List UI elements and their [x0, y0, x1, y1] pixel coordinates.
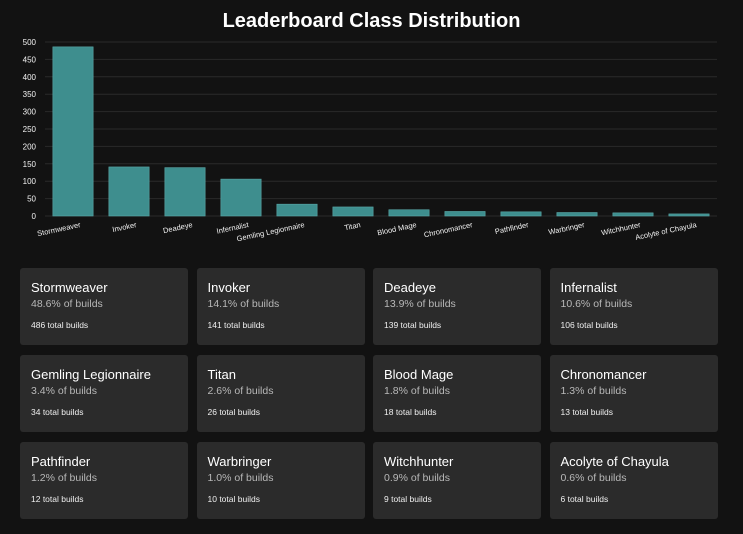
card-percentage: 3.4% of builds [31, 385, 97, 397]
bar[interactable] [556, 212, 598, 217]
class-card[interactable]: Deadeye 13.9% of builds 139 total builds [373, 268, 541, 345]
card-total-builds: 12 total builds [31, 494, 84, 504]
class-card[interactable]: Blood Mage 1.8% of builds 18 total build… [373, 355, 541, 432]
card-percentage: 2.6% of builds [207, 385, 274, 397]
bar-chart: 0 50 100 150 200 250 300 350 400 450 500 Stormweave… [23, 38, 717, 243]
bar[interactable] [612, 212, 654, 217]
y-tick-label: 350 [23, 90, 37, 99]
bar[interactable] [668, 213, 710, 217]
x-tick-label: Chronomancer [423, 220, 474, 239]
card-total-builds: 18 total builds [384, 407, 437, 417]
card-class-name: Blood Mage [384, 367, 454, 382]
class-card[interactable]: Infernalist 10.6% of builds 106 total bu… [549, 268, 718, 345]
class-card[interactable]: Titan 2.6% of builds 26 total builds [196, 355, 365, 432]
x-tick-label: Blood Mage [376, 220, 417, 237]
x-tick-label: Acolyte of Chayula [634, 220, 698, 242]
bar[interactable] [500, 211, 542, 217]
card-total-builds: 13 total builds [560, 407, 613, 417]
class-card[interactable]: Witchhunter 0.9% of builds 9 total build… [373, 442, 541, 519]
class-card[interactable]: Warbringer 1.0% of builds 10 total build… [196, 442, 365, 519]
class-card[interactable]: Pathfinder 1.2% of builds 12 total build… [20, 442, 188, 519]
bar[interactable] [388, 209, 430, 217]
y-tick-label: 50 [27, 195, 36, 204]
card-class-name: Gemling Legionnaire [31, 367, 151, 382]
y-tick-label: 0 [32, 212, 37, 221]
card-class-name: Acolyte of Chayula [560, 454, 669, 469]
card-percentage: 13.9% of builds [384, 298, 456, 310]
class-card[interactable]: Acolyte of Chayula 0.6% of builds 6 tota… [549, 442, 718, 519]
class-card[interactable]: Stormweaver 48.6% of builds 486 total bu… [20, 268, 188, 345]
class-card[interactable]: Chronomancer 1.3% of builds 13 total bui… [549, 355, 718, 432]
card-percentage: 1.0% of builds [207, 472, 274, 484]
card-total-builds: 34 total builds [31, 407, 84, 417]
card-class-name: Pathfinder [31, 454, 91, 469]
bar[interactable] [164, 167, 206, 217]
y-tick-label: 100 [23, 177, 37, 186]
card-percentage: 0.6% of builds [560, 472, 627, 484]
card-total-builds: 10 total builds [207, 494, 260, 504]
class-card[interactable]: Gemling Legionnaire 3.4% of builds 34 to… [20, 355, 188, 432]
card-percentage: 10.6% of builds [560, 298, 633, 310]
card-class-name: Deadeye [384, 280, 437, 295]
y-tick-label: 200 [23, 142, 37, 151]
y-tick-label: 150 [23, 160, 37, 169]
card-total-builds: 6 total builds [560, 494, 609, 504]
card-class-name: Titan [207, 367, 236, 382]
card-total-builds: 139 total builds [384, 320, 442, 330]
x-tick-label: Pathfinder [494, 220, 530, 236]
card-total-builds: 141 total builds [207, 320, 265, 330]
y-tick-label: 500 [23, 38, 37, 47]
bar[interactable] [52, 46, 94, 217]
bar[interactable] [444, 211, 486, 217]
bar[interactable] [276, 203, 318, 217]
x-tick-label: Titan [343, 220, 361, 232]
card-percentage: 1.2% of builds [31, 472, 97, 484]
x-tick-label: Invoker [111, 220, 137, 234]
x-tick-label: Deadeye [162, 220, 193, 235]
card-percentage: 1.8% of builds [384, 385, 450, 397]
bar[interactable] [220, 178, 262, 217]
card-total-builds: 486 total builds [31, 320, 89, 330]
card-total-builds: 106 total builds [560, 320, 618, 330]
class-card[interactable]: Invoker 14.1% of builds 141 total builds [196, 268, 365, 345]
card-total-builds: 9 total builds [384, 494, 432, 504]
class-card-grid: Stormweaver 48.6% of builds 486 total bu… [20, 268, 718, 519]
y-tick-label: 250 [23, 125, 37, 134]
y-tick-label: 300 [23, 108, 37, 117]
card-class-name: Warbringer [207, 454, 272, 469]
chart-title: Leaderboard Class Distribution [222, 10, 521, 32]
y-tick-label: 400 [23, 73, 37, 82]
card-class-name: Witchhunter [384, 454, 454, 469]
card-percentage: 0.9% of builds [384, 472, 450, 484]
card-percentage: 1.3% of builds [560, 385, 627, 397]
card-class-name: Chronomancer [560, 367, 647, 382]
y-tick-label: 450 [23, 55, 37, 64]
card-percentage: 48.6% of builds [31, 298, 103, 310]
card-class-name: Invoker [207, 280, 251, 295]
card-class-name: Infernalist [560, 280, 617, 295]
bar[interactable] [108, 166, 150, 217]
x-tick-label: Warbringer [548, 220, 586, 237]
card-total-builds: 26 total builds [207, 407, 260, 417]
bar[interactable] [332, 206, 374, 217]
x-tick-label: Stormweaver [36, 220, 82, 238]
card-percentage: 14.1% of builds [207, 298, 280, 310]
card-class-name: Stormweaver [31, 280, 108, 295]
